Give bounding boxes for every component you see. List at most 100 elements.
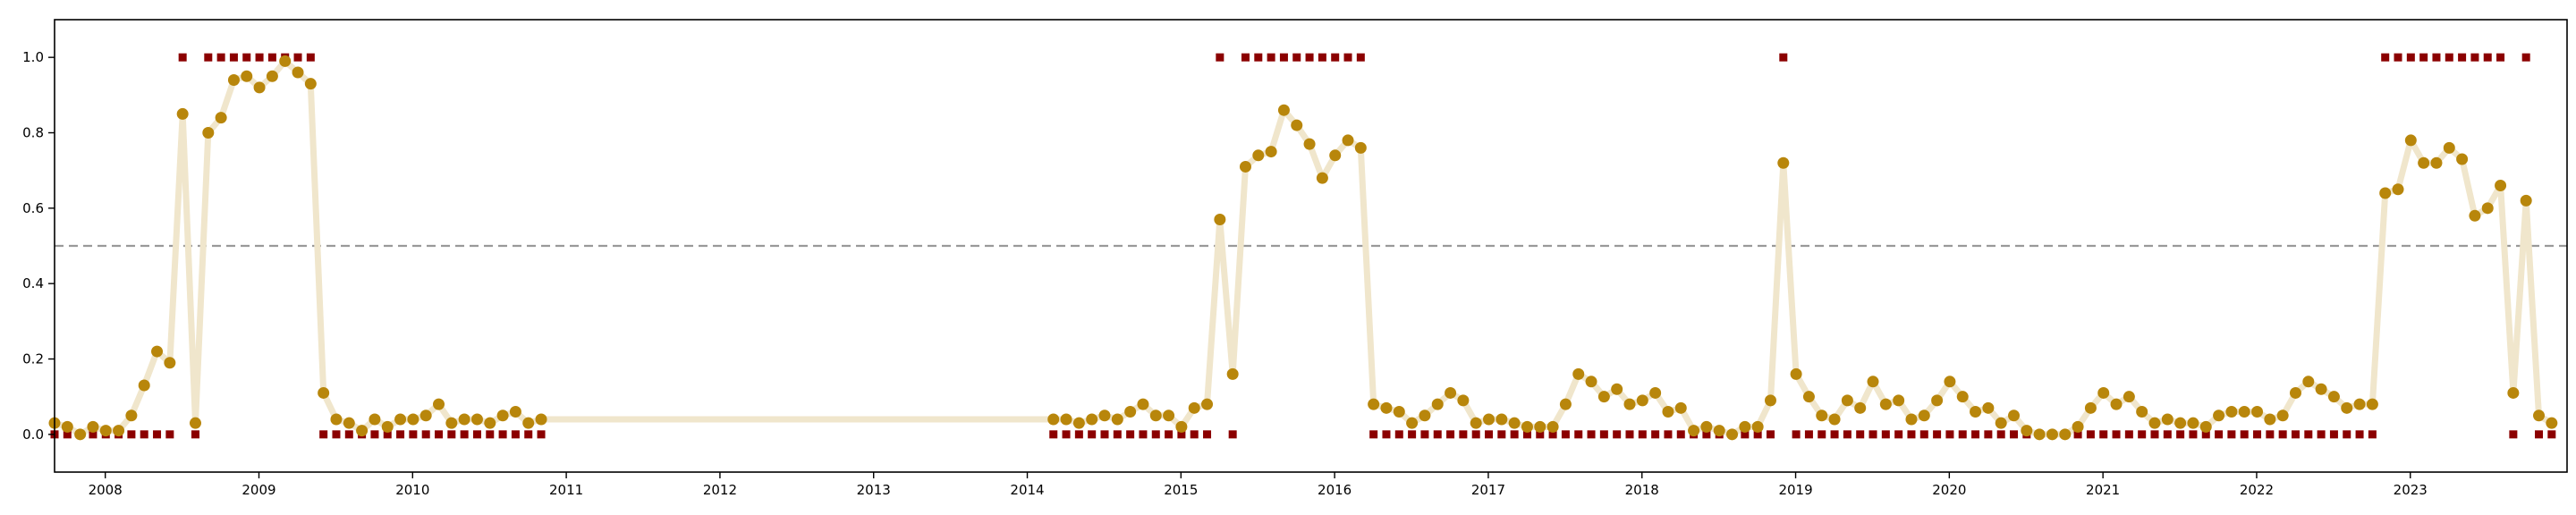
regime-marker xyxy=(1228,430,1237,439)
regime-marker xyxy=(421,430,430,439)
data-point xyxy=(1572,367,1585,380)
y-tick-label: 1.0 xyxy=(22,49,44,65)
data-point xyxy=(2315,383,2327,395)
regime-marker xyxy=(2291,430,2300,439)
x-tick-label: 2016 xyxy=(1318,482,1352,498)
data-point xyxy=(61,420,73,433)
regime-marker xyxy=(1088,430,1097,439)
regime-marker xyxy=(178,53,187,62)
regime-marker xyxy=(486,430,495,439)
data-point xyxy=(1329,149,1342,162)
data-point xyxy=(227,73,240,86)
regime-marker xyxy=(2406,53,2415,62)
regime-marker xyxy=(1394,430,1403,439)
data-point xyxy=(1521,420,1533,433)
regime-marker xyxy=(267,53,276,62)
regime-marker xyxy=(1613,430,1622,439)
data-point xyxy=(433,398,445,410)
regime-marker xyxy=(229,53,238,62)
regime-marker xyxy=(498,430,507,439)
regime-marker xyxy=(1587,430,1596,439)
regime-marker xyxy=(1984,430,1993,439)
regime-marker xyxy=(1126,430,1135,439)
data-point xyxy=(2251,406,2264,418)
data-point xyxy=(1252,149,1265,162)
regime-marker xyxy=(2150,430,2159,439)
regime-marker xyxy=(1792,430,1801,439)
regime-marker xyxy=(1945,430,1954,439)
data-point xyxy=(343,417,355,429)
data-point xyxy=(1086,413,1098,426)
data-point xyxy=(1354,141,1367,154)
x-tick-label: 2022 xyxy=(2240,482,2274,498)
data-point xyxy=(99,425,112,437)
regime-marker xyxy=(1356,53,1365,62)
data-point xyxy=(1662,406,1674,418)
data-point xyxy=(369,413,381,426)
data-point xyxy=(2046,428,2058,441)
regime-marker xyxy=(165,430,174,439)
data-point xyxy=(1944,376,1956,388)
regime-marker xyxy=(2266,430,2275,439)
regime-marker xyxy=(1177,430,1186,439)
series-line xyxy=(51,57,2555,438)
data-point xyxy=(356,425,369,437)
regime-marker xyxy=(460,430,469,439)
data-point xyxy=(1316,172,1328,184)
y-tick-label: 0.4 xyxy=(22,275,44,291)
regime-marker xyxy=(2176,430,2185,439)
data-point xyxy=(1816,409,1828,422)
regime-marker xyxy=(63,430,72,439)
data-point xyxy=(2021,425,2033,437)
regime-marker xyxy=(2381,53,2390,62)
data-point xyxy=(1534,420,1546,433)
data-point xyxy=(292,66,304,79)
regime-marker xyxy=(2189,430,2198,439)
regime-marker xyxy=(1190,430,1199,439)
regime-marker xyxy=(2215,430,2224,439)
data-point xyxy=(241,70,253,82)
regime-marker xyxy=(1446,430,1455,439)
data-point xyxy=(1368,398,1380,410)
regime-marker xyxy=(1536,430,1545,439)
data-point xyxy=(2213,409,2225,422)
data-point xyxy=(2199,420,2212,433)
regime-marker xyxy=(1651,430,1660,439)
data-point xyxy=(1214,213,1226,225)
regime-marker xyxy=(1459,430,1468,439)
regime-marker xyxy=(2163,430,2172,439)
data-point xyxy=(1713,425,1725,437)
regime-marker xyxy=(2124,430,2133,439)
data-point xyxy=(1406,417,1419,429)
regime-marker xyxy=(1382,430,1391,439)
data-point xyxy=(1636,394,1648,407)
regime-marker xyxy=(1638,430,1647,439)
x-tick-label: 2008 xyxy=(89,482,123,498)
regime-marker xyxy=(435,430,444,439)
data-point xyxy=(1623,398,1636,410)
regime-marker xyxy=(1766,430,1775,439)
regime-marker xyxy=(242,53,251,62)
x-tick-label: 2012 xyxy=(703,482,737,498)
regime-marker xyxy=(2458,53,2467,62)
regime-marker xyxy=(2547,430,2556,439)
regime-marker xyxy=(2086,430,2095,439)
data-point xyxy=(125,409,138,422)
data-point xyxy=(2276,409,2289,422)
regime-marker xyxy=(1843,430,1852,439)
regime-marker xyxy=(1049,430,1058,439)
regime-marker xyxy=(1856,430,1865,439)
data-point xyxy=(1777,156,1790,169)
regime-marker xyxy=(2496,53,2505,62)
regime-marker xyxy=(1241,53,1250,62)
y-tick-label: 0.8 xyxy=(22,125,44,141)
data-point xyxy=(2418,156,2430,169)
regime-marker xyxy=(1151,430,1160,439)
regime-marker xyxy=(1074,430,1083,439)
regime-marker xyxy=(1471,430,1480,439)
regime-marker xyxy=(396,430,405,439)
regime-marker xyxy=(2329,430,2338,439)
data-point xyxy=(2341,401,2353,414)
data-point xyxy=(1597,391,1610,403)
data-point xyxy=(2469,209,2481,222)
